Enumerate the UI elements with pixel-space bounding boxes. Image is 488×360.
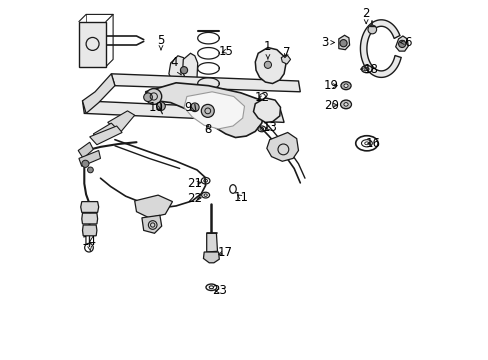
Circle shape [201,104,214,117]
Text: 13: 13 [262,121,277,134]
Text: 21: 21 [187,177,202,190]
Polygon shape [107,111,134,132]
Polygon shape [89,126,122,145]
Polygon shape [360,20,400,77]
Text: 8: 8 [203,123,211,136]
Text: 3: 3 [320,36,334,49]
Text: 19: 19 [324,79,338,92]
Polygon shape [338,35,349,50]
Polygon shape [206,233,217,252]
Polygon shape [79,22,106,67]
Circle shape [398,40,405,48]
Polygon shape [81,202,99,212]
Circle shape [264,61,271,68]
Text: 10: 10 [148,101,163,114]
Text: 1: 1 [264,40,271,59]
Circle shape [190,103,199,112]
Text: 5: 5 [157,34,164,50]
Circle shape [156,102,165,111]
Text: 6: 6 [400,36,411,49]
Polygon shape [182,53,197,83]
Text: 17: 17 [217,246,232,259]
Text: 11: 11 [233,191,248,204]
Text: 2: 2 [362,7,369,23]
Text: 16: 16 [365,137,380,150]
Text: 9: 9 [183,101,194,114]
Polygon shape [79,150,101,166]
Circle shape [145,89,162,104]
Polygon shape [395,36,407,51]
Polygon shape [142,215,162,233]
Text: 23: 23 [212,284,227,297]
Polygon shape [168,56,188,85]
Circle shape [367,25,376,34]
Text: 14: 14 [81,235,96,251]
Text: 20: 20 [324,99,338,112]
Polygon shape [82,101,284,122]
Text: 18: 18 [360,63,378,76]
Circle shape [87,167,93,173]
Circle shape [81,160,89,167]
Text: 22: 22 [187,192,202,205]
Polygon shape [93,123,118,142]
Ellipse shape [342,101,349,108]
Polygon shape [82,74,115,113]
Polygon shape [203,252,219,263]
Polygon shape [82,225,97,236]
Text: 15: 15 [219,45,233,58]
Circle shape [143,93,152,102]
Ellipse shape [342,83,349,89]
Circle shape [339,40,346,47]
Polygon shape [111,74,300,92]
Text: 7: 7 [283,46,290,59]
Polygon shape [266,132,298,161]
Text: 4: 4 [170,57,181,75]
Polygon shape [253,98,280,122]
Polygon shape [255,48,285,84]
Polygon shape [78,142,93,158]
Text: 12: 12 [254,91,269,104]
Polygon shape [183,92,244,129]
Polygon shape [81,213,98,224]
Polygon shape [145,83,264,138]
Circle shape [180,67,187,74]
Polygon shape [134,195,172,218]
Polygon shape [281,55,290,64]
